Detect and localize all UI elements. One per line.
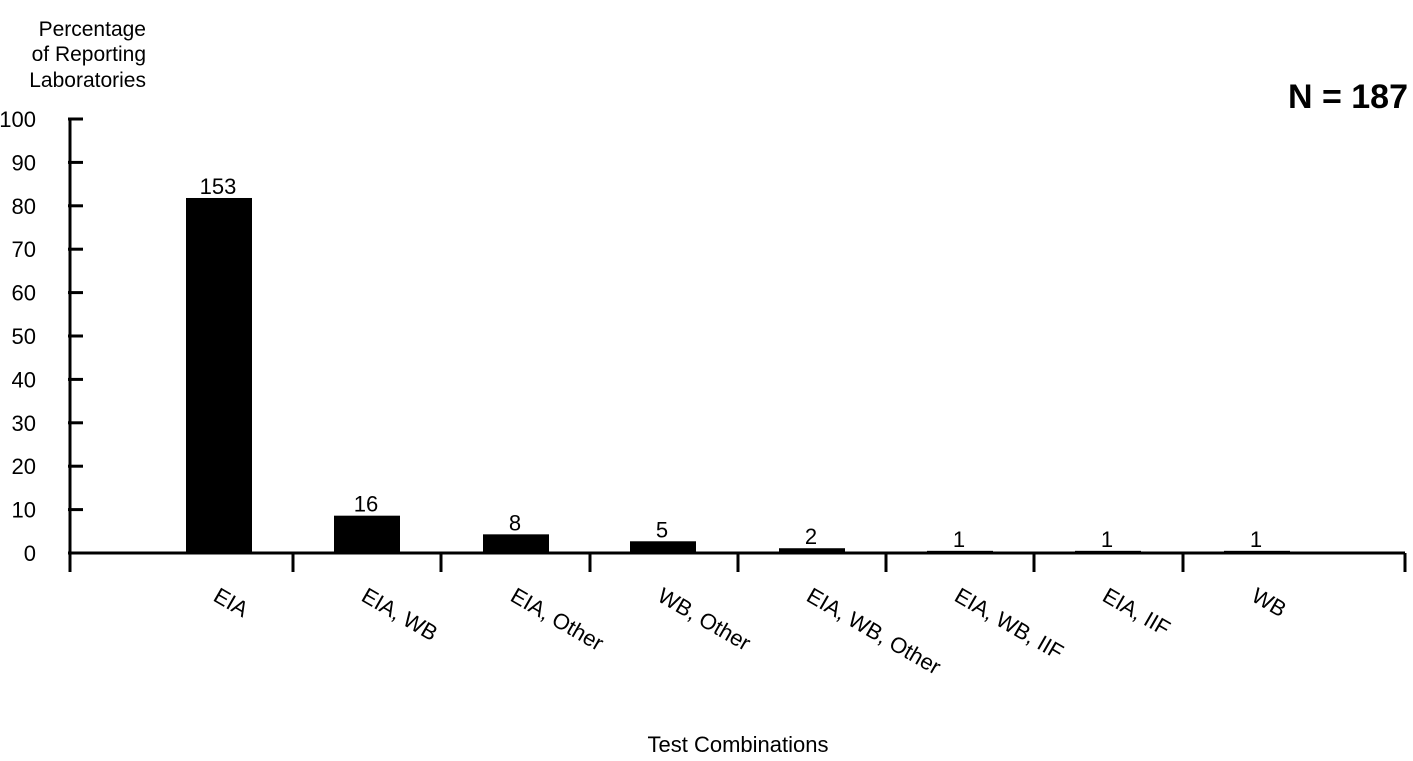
bar	[779, 548, 845, 553]
bar-value-label: 1	[1101, 527, 1113, 552]
y-tick-label: 60	[12, 281, 36, 306]
sample-size-annotation: N = 187	[1288, 78, 1408, 116]
x-axis	[68, 551, 1407, 572]
y-tick-label: 100	[0, 107, 36, 132]
bar-value-label: 16	[354, 492, 378, 517]
category-label: EIA, WB, IIF	[951, 583, 1068, 665]
category-label: EIA	[210, 583, 253, 623]
bar	[483, 534, 549, 553]
y-tick-label: 70	[12, 237, 36, 262]
y-axis-title-line: of Reporting	[32, 43, 146, 66]
x-axis-title: Test Combinations	[648, 732, 829, 757]
category-label: EIA, WB	[358, 583, 442, 646]
category-label: EIA, IIF	[1099, 583, 1175, 641]
y-tick-label: 50	[12, 324, 36, 349]
category-label: WB	[1248, 583, 1291, 622]
y-tick-label: 40	[12, 367, 36, 392]
y-axis-title-line: Laboratories	[29, 69, 146, 92]
bar-value-label: 1	[1250, 527, 1262, 552]
y-tick-label: 90	[12, 150, 36, 175]
y-axis-title-line: Percentage	[39, 18, 146, 41]
bar	[630, 541, 696, 553]
bar-value-label: 8	[509, 510, 521, 535]
y-tick-label: 10	[12, 498, 36, 523]
bar-value-label: 2	[805, 524, 817, 549]
category-label: EIA, Other	[507, 583, 608, 656]
category-labels: EIA EIA, WB EIA, Other WB, Other EIA, WB, Ot…	[210, 583, 1291, 680]
bar	[1075, 550, 1141, 553]
bar-value-label: 5	[656, 517, 668, 542]
y-tick-label: 80	[12, 194, 36, 219]
category-label: EIA, WB, Other	[803, 583, 946, 680]
y-tick-label: 30	[12, 411, 36, 436]
data-labels: 153 16 8 5 2 1 1 1	[200, 174, 1262, 552]
category-label: WB, Other	[654, 583, 755, 656]
bar	[1224, 550, 1290, 553]
bar	[334, 515, 400, 553]
y-axis: 0 10 20 30 40 50 60 70 80 90 100	[0, 107, 83, 566]
bar-value-label: 153	[200, 174, 237, 199]
bar-value-label: 1	[953, 527, 965, 552]
y-tick-label: 20	[12, 454, 36, 479]
bar	[186, 197, 252, 553]
bars	[186, 197, 1290, 553]
bar	[927, 550, 993, 553]
y-tick-label: 0	[24, 541, 36, 566]
